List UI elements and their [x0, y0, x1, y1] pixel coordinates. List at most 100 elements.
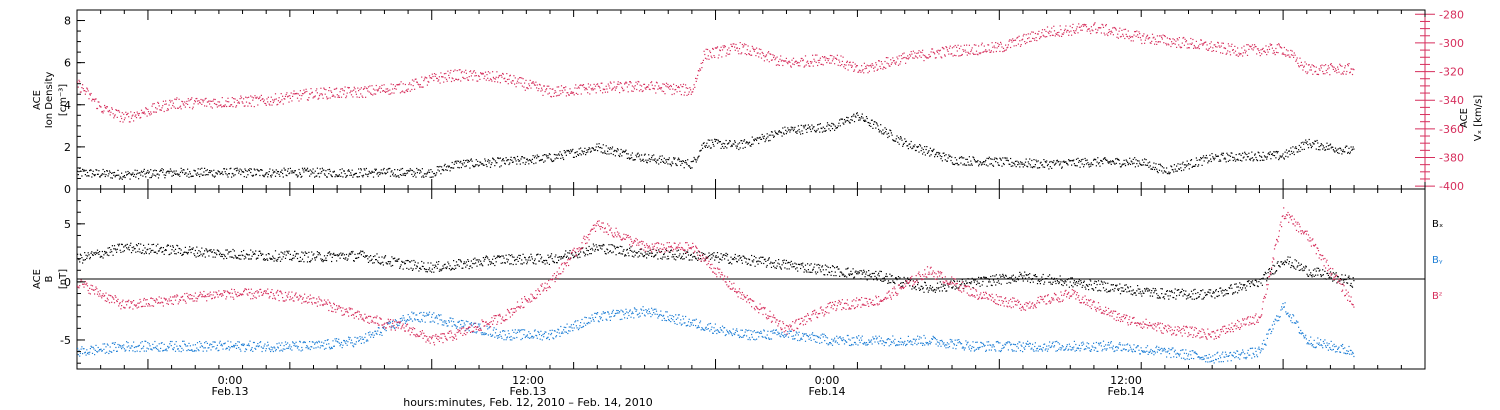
data-point	[118, 174, 120, 176]
data-point	[227, 97, 229, 99]
data-point	[286, 92, 288, 94]
data-point	[514, 260, 516, 262]
data-point	[1007, 277, 1009, 280]
data-point	[717, 57, 719, 59]
data-point	[690, 93, 692, 95]
data-point	[577, 93, 579, 95]
data-point	[855, 66, 857, 68]
data-point	[1255, 46, 1257, 48]
data-point	[826, 62, 828, 64]
data-point	[187, 173, 189, 175]
data-point	[574, 255, 576, 257]
data-point	[1110, 30, 1112, 32]
data-point	[412, 85, 414, 87]
data-point	[187, 251, 189, 254]
data-point	[1090, 165, 1092, 167]
data-point	[907, 278, 909, 280]
data-point	[681, 86, 683, 88]
data-point	[426, 77, 428, 79]
data-point	[626, 249, 628, 251]
data-point	[393, 175, 395, 177]
data-point	[741, 140, 743, 142]
data-point	[738, 259, 740, 261]
data-point	[506, 261, 509, 263]
data-point	[179, 248, 181, 250]
data-point	[89, 170, 91, 172]
data-point	[416, 266, 418, 268]
data-point	[1339, 147, 1342, 149]
data-point	[213, 176, 216, 178]
data-point	[648, 254, 650, 256]
data-point	[432, 75, 434, 78]
data-point	[1141, 35, 1144, 37]
data-point	[103, 173, 105, 175]
data-point	[313, 172, 315, 174]
data-point	[954, 157, 956, 159]
data-point	[265, 103, 267, 105]
data-point	[257, 257, 259, 259]
data-point	[1314, 140, 1316, 142]
data-point	[628, 157, 630, 159]
data-point	[265, 104, 267, 106]
data-point	[200, 253, 202, 255]
data-point	[840, 118, 842, 120]
data-point	[83, 169, 85, 171]
data-point	[236, 167, 238, 169]
data-point	[210, 249, 212, 251]
data-point	[775, 57, 777, 59]
data-point	[491, 262, 493, 264]
data-point	[1039, 36, 1041, 38]
data-point	[670, 163, 672, 165]
data-point	[858, 69, 860, 71]
data-point	[1307, 147, 1310, 149]
data-point	[157, 243, 159, 245]
data-point	[621, 246, 623, 248]
data-point	[442, 76, 444, 78]
data-point	[527, 259, 529, 261]
data-point	[309, 261, 311, 263]
data-point	[82, 262, 84, 264]
data-point	[786, 61, 788, 64]
data-point	[763, 262, 765, 265]
data-point	[1126, 160, 1128, 162]
data-point	[1335, 150, 1337, 152]
data-point	[1041, 276, 1043, 278]
data-point	[787, 129, 790, 131]
data-point	[654, 254, 656, 257]
data-point	[1280, 46, 1282, 49]
data-point	[614, 89, 616, 91]
data-point	[1053, 277, 1056, 279]
data-point	[445, 72, 447, 75]
data-point	[477, 160, 479, 162]
data-point	[626, 157, 628, 159]
data-point	[149, 177, 151, 179]
data-point	[612, 251, 614, 253]
data-point	[89, 94, 91, 96]
data-point	[428, 267, 431, 269]
data-point	[1293, 151, 1295, 153]
data-point	[299, 94, 301, 96]
data-point	[215, 172, 217, 174]
data-point	[821, 266, 823, 268]
data-point	[302, 93, 304, 95]
data-point	[804, 264, 807, 266]
data-point	[699, 150, 702, 152]
data-point	[321, 260, 323, 262]
series-1-0	[77, 242, 1355, 300]
data-point	[829, 130, 831, 132]
data-point	[249, 102, 251, 105]
data-point	[268, 171, 270, 173]
data-point	[818, 62, 820, 64]
data-point	[385, 262, 387, 264]
data-point	[1017, 161, 1019, 163]
data-point	[1178, 168, 1180, 170]
data-point	[675, 163, 677, 165]
data-point	[526, 158, 528, 160]
data-point	[748, 141, 751, 143]
data-point	[888, 65, 890, 67]
data-point	[717, 256, 719, 258]
data-point	[1145, 37, 1147, 39]
data-point	[580, 93, 582, 95]
data-point	[182, 254, 184, 256]
data-point	[636, 252, 638, 254]
